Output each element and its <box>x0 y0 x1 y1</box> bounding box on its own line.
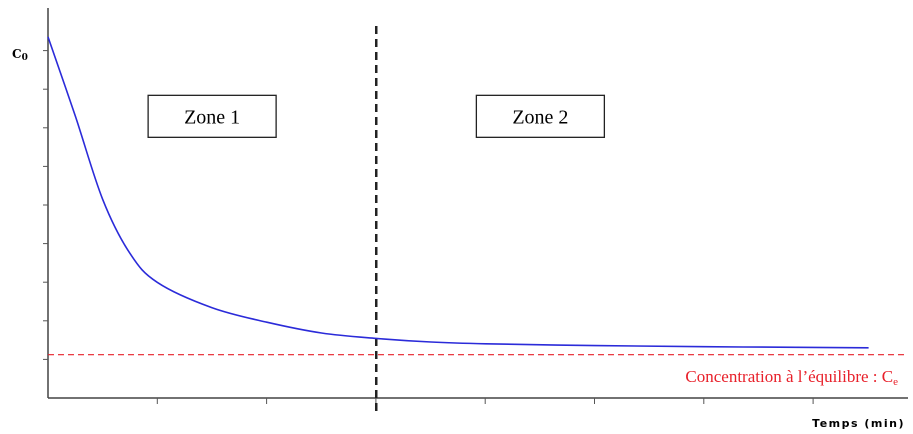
x-ticks <box>156 398 814 404</box>
zone-label: Zone 1 <box>184 106 240 128</box>
y-axis: C0 <box>12 8 49 398</box>
zone-labels: Zone 1 Zone 2 <box>147 94 606 138</box>
x-axis: Temps (min) <box>48 397 908 430</box>
y-axis-label-main: C <box>12 47 22 61</box>
y-axis-label: C0 <box>12 47 28 63</box>
zone-box-frame <box>475 94 606 138</box>
zone-label: Zone 2 <box>512 106 568 128</box>
zone-2-box: Zone 2 <box>475 94 606 138</box>
x-axis-label: Temps (min) <box>812 417 905 430</box>
zone-box-frame <box>147 94 277 138</box>
equilibrium-label: Concentration à l’équilibre : Ce <box>685 367 898 388</box>
concentration-curve <box>47 36 869 349</box>
equilibrium-label-subscript: e <box>893 376 898 388</box>
y-axis-label-subscript: 0 <box>22 53 28 63</box>
zone-1-box: Zone 1 <box>147 94 277 138</box>
equilibrium-label-main: Concentration à l’équilibre : C <box>685 367 893 386</box>
y-ticks <box>43 50 48 360</box>
